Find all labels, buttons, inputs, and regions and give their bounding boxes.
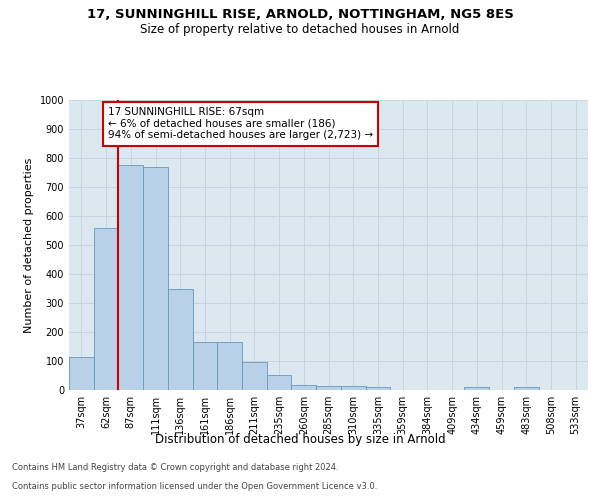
Text: 17 SUNNINGHILL RISE: 67sqm
← 6% of detached houses are smaller (186)
94% of semi: 17 SUNNINGHILL RISE: 67sqm ← 6% of detac… [108,108,373,140]
Bar [341,386,365,390]
Y-axis label: Number of detached properties: Number of detached properties [24,158,34,332]
Bar [365,387,390,390]
Bar [217,342,242,390]
Bar [168,289,193,390]
Text: Size of property relative to detached houses in Arnold: Size of property relative to detached ho… [140,22,460,36]
Bar [94,228,118,390]
Text: Contains public sector information licensed under the Open Government Licence v3: Contains public sector information licen… [12,482,377,491]
Text: Contains HM Land Registry data © Crown copyright and database right 2024.: Contains HM Land Registry data © Crown c… [12,464,338,472]
Bar [316,386,341,390]
Bar [267,374,292,390]
Bar [292,385,316,390]
Bar [242,362,267,390]
Bar [514,387,539,390]
Bar [143,166,168,390]
Text: Distribution of detached houses by size in Arnold: Distribution of detached houses by size … [155,432,445,446]
Text: 17, SUNNINGHILL RISE, ARNOLD, NOTTINGHAM, NG5 8ES: 17, SUNNINGHILL RISE, ARNOLD, NOTTINGHAM… [86,8,514,20]
Bar [193,342,217,390]
Bar [464,387,489,390]
Bar [69,357,94,390]
Bar [118,164,143,390]
